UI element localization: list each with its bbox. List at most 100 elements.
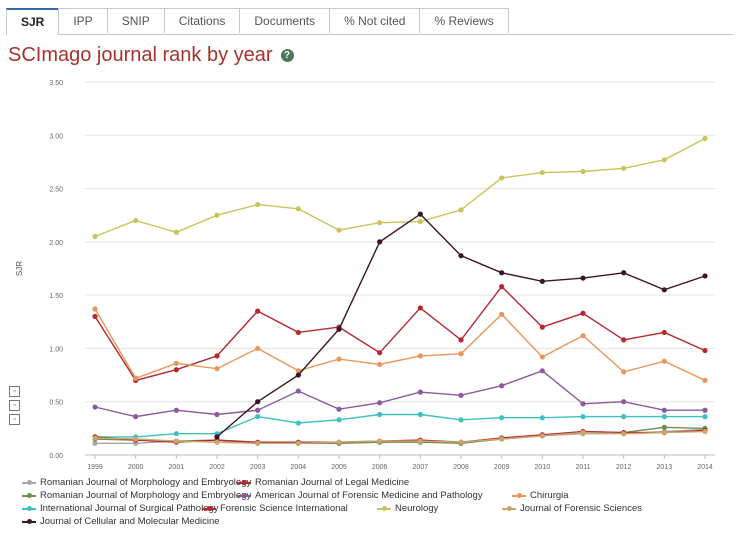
data-point[interactable] — [295, 388, 301, 394]
data-point[interactable] — [539, 368, 545, 374]
data-point[interactable] — [621, 337, 627, 343]
data-point[interactable] — [702, 273, 708, 279]
data-point[interactable] — [499, 284, 505, 290]
data-point[interactable] — [621, 431, 627, 437]
data-point[interactable] — [173, 229, 179, 235]
data-point[interactable] — [214, 439, 220, 445]
data-point[interactable] — [580, 310, 586, 316]
data-point[interactable] — [417, 411, 423, 418]
tab-citations[interactable]: Citations — [163, 8, 241, 33]
data-point[interactable] — [458, 207, 464, 213]
data-point[interactable] — [621, 414, 627, 420]
data-point[interactable] — [295, 329, 301, 336]
data-point[interactable] — [255, 414, 261, 420]
data-point[interactable] — [580, 414, 586, 420]
print-icon[interactable]: ▫ — [9, 400, 20, 411]
data-point[interactable] — [702, 414, 708, 420]
data-point[interactable] — [255, 407, 261, 413]
data-point[interactable] — [336, 227, 342, 233]
data-point[interactable] — [661, 424, 667, 430]
data-point[interactable] — [377, 411, 383, 418]
data-point[interactable] — [92, 435, 98, 441]
data-point[interactable] — [417, 438, 423, 444]
data-point[interactable] — [92, 440, 98, 446]
data-point[interactable] — [295, 206, 301, 212]
data-point[interactable] — [255, 308, 261, 314]
data-point[interactable] — [417, 353, 423, 359]
legend-item[interactable]: Forensic Science International — [202, 503, 348, 514]
tab-not-cited[interactable]: % Not cited — [329, 8, 421, 33]
data-point[interactable] — [255, 345, 261, 352]
data-point[interactable] — [499, 383, 505, 389]
tab-ipp[interactable]: IPP — [58, 8, 108, 33]
tab-reviews[interactable]: % Reviews — [419, 8, 509, 33]
data-point[interactable] — [173, 438, 179, 444]
data-point[interactable] — [377, 400, 383, 406]
data-point[interactable] — [702, 407, 708, 413]
data-point[interactable] — [661, 287, 667, 293]
data-point[interactable] — [539, 433, 545, 439]
data-point[interactable] — [702, 347, 708, 354]
data-point[interactable] — [499, 415, 505, 421]
data-point[interactable] — [295, 440, 301, 446]
data-point[interactable] — [336, 406, 342, 412]
data-point[interactable] — [133, 375, 139, 381]
legend-item[interactable]: Romanian Journal of Legal Medicine — [237, 477, 409, 488]
data-point[interactable] — [458, 253, 464, 259]
legend-item[interactable]: Journal of Forensic Sciences — [502, 503, 642, 514]
data-point[interactable] — [580, 430, 586, 436]
data-point[interactable] — [92, 306, 98, 312]
export-icon[interactable]: ▫ — [9, 386, 20, 397]
data-point[interactable] — [295, 372, 301, 378]
data-point[interactable] — [499, 270, 505, 276]
data-point[interactable] — [336, 356, 342, 362]
data-point[interactable] — [661, 414, 667, 420]
data-point[interactable] — [173, 367, 179, 373]
legend-item[interactable]: Romanian Journal of Morphology and Embry… — [22, 490, 251, 501]
data-point[interactable] — [173, 407, 179, 413]
data-point[interactable] — [92, 233, 98, 240]
data-point[interactable] — [661, 430, 667, 436]
data-point[interactable] — [92, 313, 98, 320]
data-point[interactable] — [458, 351, 464, 357]
data-point[interactable] — [499, 311, 505, 317]
data-point[interactable] — [661, 407, 667, 413]
data-point[interactable] — [214, 366, 220, 372]
data-point[interactable] — [133, 436, 139, 442]
data-point[interactable] — [580, 401, 586, 407]
help-icon[interactable]: ? — [280, 49, 294, 62]
data-point[interactable] — [621, 369, 627, 375]
download-icon[interactable]: ▫ — [9, 414, 20, 425]
data-point[interactable] — [458, 392, 464, 398]
data-point[interactable] — [92, 404, 98, 410]
data-point[interactable] — [539, 169, 545, 176]
data-point[interactable] — [458, 417, 464, 423]
data-point[interactable] — [417, 219, 423, 225]
data-point[interactable] — [255, 440, 261, 446]
data-point[interactable] — [377, 438, 383, 444]
data-point[interactable] — [377, 350, 383, 356]
data-point[interactable] — [661, 358, 667, 364]
legend-item[interactable]: Chirurgia — [512, 490, 569, 501]
data-point[interactable] — [214, 212, 220, 218]
data-point[interactable] — [336, 326, 342, 332]
data-point[interactable] — [580, 275, 586, 281]
data-point[interactable] — [661, 157, 667, 163]
data-point[interactable] — [702, 135, 708, 142]
data-point[interactable] — [417, 389, 423, 395]
data-point[interactable] — [621, 270, 627, 276]
data-point[interactable] — [458, 439, 464, 445]
data-point[interactable] — [214, 353, 220, 359]
legend-item[interactable]: International Journal of Surgical Pathol… — [22, 503, 219, 514]
data-point[interactable] — [621, 399, 627, 405]
data-point[interactable] — [255, 399, 261, 405]
tab-documents[interactable]: Documents — [239, 8, 331, 33]
data-point[interactable] — [417, 211, 423, 217]
data-point[interactable] — [295, 420, 301, 426]
legend-item[interactable]: Romanian Journal of Morphology and Embry… — [22, 477, 251, 488]
data-point[interactable] — [295, 368, 301, 374]
data-point[interactable] — [336, 439, 342, 445]
legend-item[interactable]: Neurology — [377, 503, 438, 514]
legend-item[interactable]: American Journal of Forensic Medicine an… — [237, 490, 483, 501]
data-point[interactable] — [580, 168, 586, 175]
